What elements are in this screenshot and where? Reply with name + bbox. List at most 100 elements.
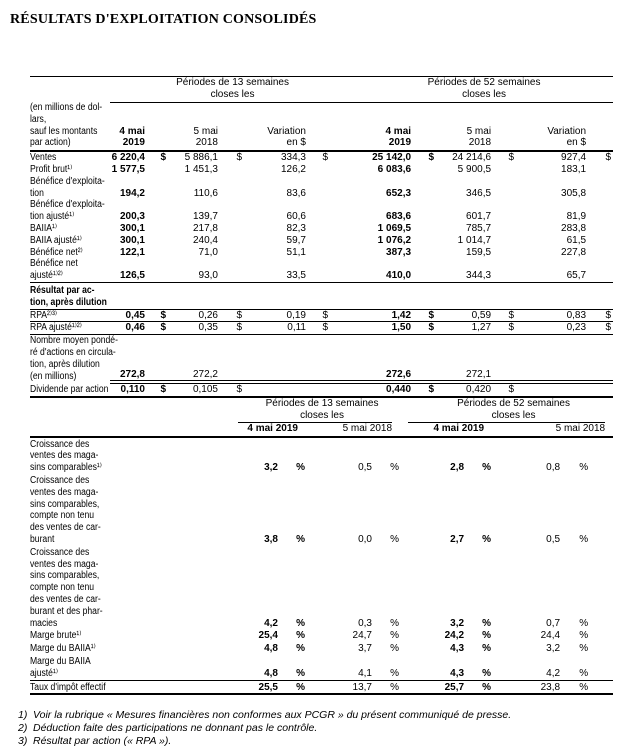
currency-cell — [586, 247, 613, 259]
value-cell: 0,26 — [168, 309, 218, 323]
col-header-variation: Variation en $ — [244, 102, 306, 153]
value-cell: 1 069,5 — [377, 223, 412, 235]
value-cell: 4,3 — [400, 654, 465, 681]
value-cell: 0,35 — [168, 321, 218, 336]
currency-cell — [306, 334, 331, 385]
value-cell: 300,1 — [119, 223, 145, 235]
value-cell: 0,440 — [330, 382, 412, 399]
period-52w-header: Périodes de 52 semaines closes les — [400, 398, 613, 423]
footnotes: 1) Voir la rubrique « Mesures financière… — [18, 709, 613, 748]
currency-cell — [411, 164, 436, 176]
value-cell: 785,7 — [466, 223, 492, 235]
percent-cell: % — [464, 654, 493, 681]
col-header-4mai2019: 4 mai 2019 — [230, 422, 306, 438]
ratios-table: Périodes de 13 semaines closes les Pério… — [30, 398, 614, 696]
value-cell: 4,2 — [492, 654, 561, 681]
value-cell: 93,0 — [168, 258, 218, 284]
value-cell: 65,7 — [516, 258, 587, 284]
value-cell: 4,2 — [264, 617, 278, 629]
stub-spacer — [30, 76, 110, 103]
percent-cell: % — [390, 643, 400, 655]
row-rpa: RPA²⁾³⁾ 0,45 $ 0,26 $ 0,19 $ 1,42 $ 0,59 $ 0,… — [30, 309, 614, 323]
currency-cell — [218, 164, 244, 176]
row-ventes: Ventes 6 220,4 $ 5 886,1 $ 334,3 $ 25 142,0… — [30, 151, 613, 164]
col-header-4mai2019: 4 mai 2019 — [110, 102, 145, 153]
row-label: Marge du BAIIA¹⁾ — [30, 643, 96, 655]
period-group-row: Périodes de 13 semaines closes les Pério… — [30, 398, 613, 423]
value-cell: 683,6 — [386, 211, 412, 223]
value-cell: 122,1 — [119, 246, 145, 258]
row-benefice-net-ajuste: Bénéfice net ajusté¹⁾²⁾ 126,5 93,0 33,5 … — [30, 258, 614, 284]
percent-cell: % — [482, 643, 492, 655]
col-header-spacer — [411, 102, 437, 153]
value-cell: 2,8 — [450, 462, 465, 474]
col-header-spacer — [145, 102, 168, 153]
percent-cell: % — [579, 643, 589, 655]
value-cell: 0,3 — [358, 617, 372, 629]
section-resultat-par-action: Résultat par ac- tion, après dilution — [30, 282, 614, 310]
currency-cell — [145, 247, 168, 259]
value-cell: 227,8 — [561, 246, 587, 258]
value-cell: 25,5 — [230, 680, 278, 696]
currency-cell — [306, 247, 330, 259]
value-cell: 24,4 — [540, 630, 561, 642]
footnote: 2) Déduction faite des participations ne… — [18, 722, 613, 735]
footnote-text: Déduction faite des participations ne do… — [33, 722, 318, 735]
section-label: Résultat par ac- tion, après dilution — [30, 282, 614, 310]
currency-cell — [145, 223, 168, 235]
row-label: Marge brute¹⁾ — [30, 630, 82, 642]
percent-cell: % — [482, 462, 492, 474]
value-cell: 346,5 — [466, 187, 492, 199]
value-cell: 3,2 — [546, 643, 561, 655]
currency-cell — [491, 247, 516, 259]
value-cell: 83,6 — [286, 187, 306, 199]
value-cell: 272,6 — [330, 334, 412, 385]
value-cell: 0,19 — [244, 309, 306, 323]
value-cell: 4,1 — [306, 654, 372, 681]
row-dividende: Dividende par action 0,110 $ 0,105 $ 0,440… — [30, 382, 614, 399]
value-cell: 1,27 — [436, 321, 492, 336]
col-header-5mai2018: 5 mai 2018 — [492, 422, 614, 438]
row-label: BAIIA ajusté¹⁾ — [30, 234, 82, 246]
value-cell: 0,5 — [358, 462, 372, 474]
value-cell: 13,7 — [306, 680, 372, 696]
percent-cell: % — [278, 680, 306, 696]
currency-cell: $ — [145, 382, 168, 399]
percent-cell: % — [278, 654, 306, 681]
value-cell: 6 220,4 — [111, 152, 145, 164]
percent-cell: % — [579, 462, 589, 474]
currency-cell — [218, 176, 244, 200]
currency-cell — [491, 164, 516, 176]
percent-cell: % — [296, 643, 305, 655]
value-cell: 3,8 — [264, 533, 278, 545]
stub-spacer — [30, 398, 230, 423]
value-cell: 4,8 — [230, 654, 278, 681]
value-cell: 6 083,6 — [377, 164, 412, 176]
percent-cell: % — [464, 680, 493, 696]
row-baiia: BAIIA¹⁾ 300,1 217,8 82,3 1 069,5 785,7 2… — [30, 223, 613, 235]
row-label: RPA²⁾³⁾ — [30, 309, 110, 323]
row-rpa-ajuste: RPA ajusté¹⁾²⁾ 0,46 $ 0,35 $ 0,11 $ 1,50 $ 1… — [30, 321, 614, 336]
percent-cell: % — [560, 680, 614, 696]
col-header-5mai2018: 5 mai 2018 — [168, 102, 218, 153]
currency-cell — [145, 164, 168, 176]
value-cell: 33,5 — [244, 258, 306, 284]
value-cell: 126,2 — [280, 164, 306, 176]
percent-cell: % — [372, 654, 401, 681]
percent-cell: % — [390, 533, 400, 545]
currency-cell: $ — [586, 309, 614, 323]
currency-cell — [306, 199, 330, 223]
row-benefice-exploitation: Bénéfice d'exploita- tion 194,2 110,6 83… — [30, 176, 613, 200]
currency-cell: $ — [508, 152, 515, 164]
col-header-5mai2018: 5 mai 2018 — [436, 102, 492, 153]
footnote-number: 3) — [18, 735, 28, 748]
currency-cell — [586, 199, 613, 223]
value-cell: 283,8 — [561, 223, 587, 235]
currency-cell — [411, 223, 436, 235]
column-header-row: 4 mai 2019 5 mai 2018 4 mai 2019 5 mai 2… — [30, 422, 614, 438]
currency-cell: $ — [411, 321, 437, 336]
value-cell: 51,1 — [286, 246, 306, 258]
row-baiia-ajuste: BAIIA ajusté¹⁾ 300,1 240,4 59,7 1 076,2 … — [30, 235, 613, 247]
value-cell: 110,6 — [193, 187, 218, 199]
row-benefice-exploitation-ajuste: Bénéfice d'exploita- tion ajusté¹⁾ 200,3… — [30, 199, 613, 223]
